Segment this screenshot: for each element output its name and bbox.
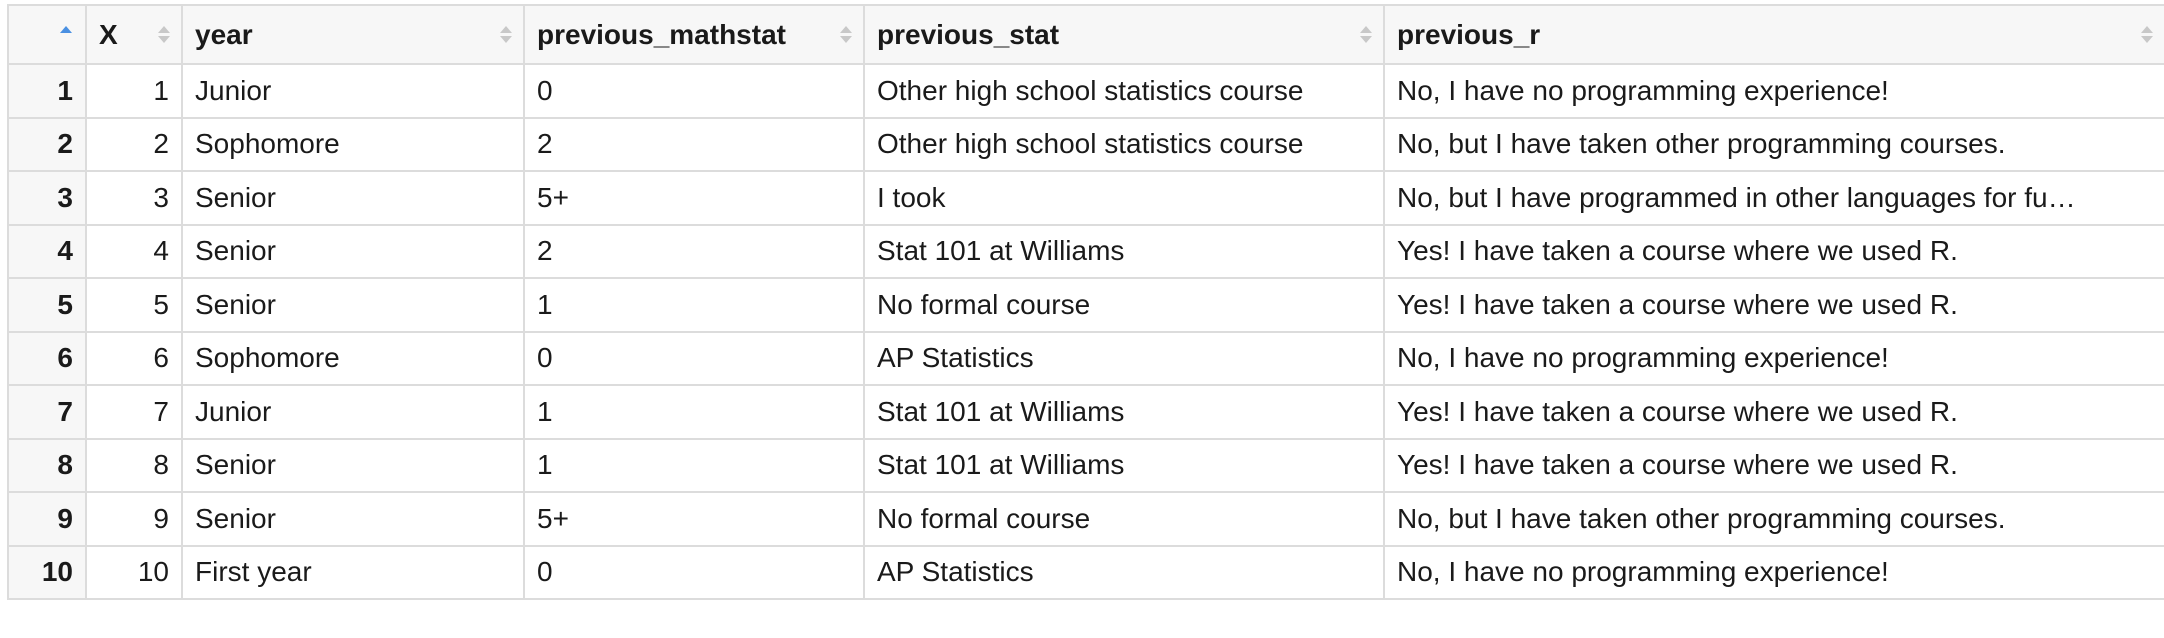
cell-x: 8 — [85, 437, 183, 493]
cell-previous-stat: Other high school statistics course — [863, 63, 1385, 119]
cell-previous-mathstat: 0 — [523, 330, 865, 386]
cell-x: 5 — [85, 277, 183, 333]
cell-x: 7 — [85, 384, 183, 440]
row-number: 8 — [7, 437, 87, 493]
cell-year: Junior — [181, 63, 525, 119]
row-number: 2 — [7, 116, 87, 172]
cell-previous-stat: AP Statistics — [863, 330, 1385, 386]
cell-previous-mathstat: 1 — [523, 277, 865, 333]
row-number: 7 — [7, 384, 87, 440]
cell-year: Senior — [181, 491, 525, 547]
cell-year: Senior — [181, 277, 525, 333]
cell-previous-mathstat: 2 — [523, 223, 865, 279]
table-row: 1 1 Junior 0 Other high school statistic… — [7, 63, 2164, 119]
table-row: 10 10 First year 0 AP Statistics No, I h… — [7, 544, 2164, 600]
cell-previous-mathstat: 0 — [523, 544, 865, 600]
cell-previous-mathstat: 2 — [523, 116, 865, 172]
cell-x: 3 — [85, 170, 183, 226]
sort-ascending-icon[interactable] — [59, 23, 73, 47]
cell-previous-r: Yes! I have taken a course where we used… — [1383, 384, 2164, 440]
cell-x: 4 — [85, 223, 183, 279]
cell-x: 10 — [85, 544, 183, 600]
column-header-year[interactable]: year — [181, 4, 525, 65]
cell-previous-stat: No formal course — [863, 491, 1385, 547]
cell-previous-mathstat: 1 — [523, 437, 865, 493]
cell-previous-stat: No formal course — [863, 277, 1385, 333]
column-header-previous-r[interactable]: previous_r — [1383, 4, 2164, 65]
table-row: 6 6 Sophomore 0 AP Statistics No, I have… — [7, 330, 2164, 386]
cell-year: First year — [181, 544, 525, 600]
row-number: 3 — [7, 170, 87, 226]
table-row: 4 4 Senior 2 Stat 101 at Williams Yes! I… — [7, 223, 2164, 279]
cell-previous-r: No, but I have programmed in other langu… — [1383, 170, 2164, 226]
cell-previous-r: No, but I have taken other programming c… — [1383, 116, 2164, 172]
cell-year: Junior — [181, 384, 525, 440]
cell-year: Senior — [181, 170, 525, 226]
column-header-label: X — [99, 18, 118, 50]
cell-previous-r: No, but I have taken other programming c… — [1383, 491, 2164, 547]
cell-previous-r: No, I have no programming experience! — [1383, 544, 2164, 600]
sort-icon[interactable] — [1359, 23, 1373, 47]
column-header-previous-stat[interactable]: previous_stat — [863, 4, 1385, 65]
cell-x: 2 — [85, 116, 183, 172]
row-number-header[interactable] — [7, 4, 87, 65]
cell-year: Senior — [181, 223, 525, 279]
row-number: 10 — [7, 544, 87, 600]
cell-previous-stat: I took — [863, 170, 1385, 226]
cell-previous-stat: Stat 101 at Williams — [863, 384, 1385, 440]
cell-previous-r: No, I have no programming experience! — [1383, 330, 2164, 386]
row-number: 4 — [7, 223, 87, 279]
cell-year: Senior — [181, 437, 525, 493]
sort-icon[interactable] — [839, 23, 853, 47]
column-header-label: previous_mathstat — [537, 18, 786, 50]
row-number: 6 — [7, 330, 87, 386]
column-header-label: previous_r — [1397, 18, 1541, 50]
row-number: 9 — [7, 491, 87, 547]
cell-previous-r: No, I have no programming experience! — [1383, 63, 2164, 119]
cell-previous-stat: Stat 101 at Williams — [863, 223, 1385, 279]
cell-previous-stat: Stat 101 at Williams — [863, 437, 1385, 493]
cell-previous-mathstat: 1 — [523, 384, 865, 440]
table-row: 5 5 Senior 1 No formal course Yes! I hav… — [7, 277, 2164, 333]
cell-previous-stat: Other high school statistics course — [863, 116, 1385, 172]
row-number: 1 — [7, 63, 87, 119]
data-table: X year previous_mathstat previous_stat p… — [7, 4, 2164, 600]
header-row: X year previous_mathstat previous_stat p… — [7, 4, 2164, 65]
cell-x: 9 — [85, 491, 183, 547]
cell-previous-mathstat: 0 — [523, 63, 865, 119]
table-row: 7 7 Junior 1 Stat 101 at Williams Yes! I… — [7, 384, 2164, 440]
cell-year: Sophomore — [181, 116, 525, 172]
table-row: 2 2 Sophomore 2 Other high school statis… — [7, 116, 2164, 172]
cell-previous-mathstat: 5+ — [523, 491, 865, 547]
column-header-x[interactable]: X — [85, 4, 183, 65]
column-header-label: year — [195, 18, 253, 50]
column-header-label: previous_stat — [877, 18, 1060, 50]
cell-x: 6 — [85, 330, 183, 386]
sort-icon[interactable] — [157, 23, 171, 47]
cell-previous-r: Yes! I have taken a course where we used… — [1383, 437, 2164, 493]
cell-x: 1 — [85, 63, 183, 119]
sort-icon[interactable] — [2140, 23, 2154, 47]
cell-previous-mathstat: 5+ — [523, 170, 865, 226]
table-row: 9 9 Senior 5+ No formal course No, but I… — [7, 491, 2164, 547]
table-row: 8 8 Senior 1 Stat 101 at Williams Yes! I… — [7, 437, 2164, 493]
cell-previous-r: Yes! I have taken a course where we used… — [1383, 223, 2164, 279]
row-number: 5 — [7, 277, 87, 333]
table-row: 3 3 Senior 5+ I took No, but I have prog… — [7, 170, 2164, 226]
cell-year: Sophomore — [181, 330, 525, 386]
column-header-previous-mathstat[interactable]: previous_mathstat — [523, 4, 865, 65]
cell-previous-r: Yes! I have taken a course where we used… — [1383, 277, 2164, 333]
sort-icon[interactable] — [499, 23, 513, 47]
cell-previous-stat: AP Statistics — [863, 544, 1385, 600]
